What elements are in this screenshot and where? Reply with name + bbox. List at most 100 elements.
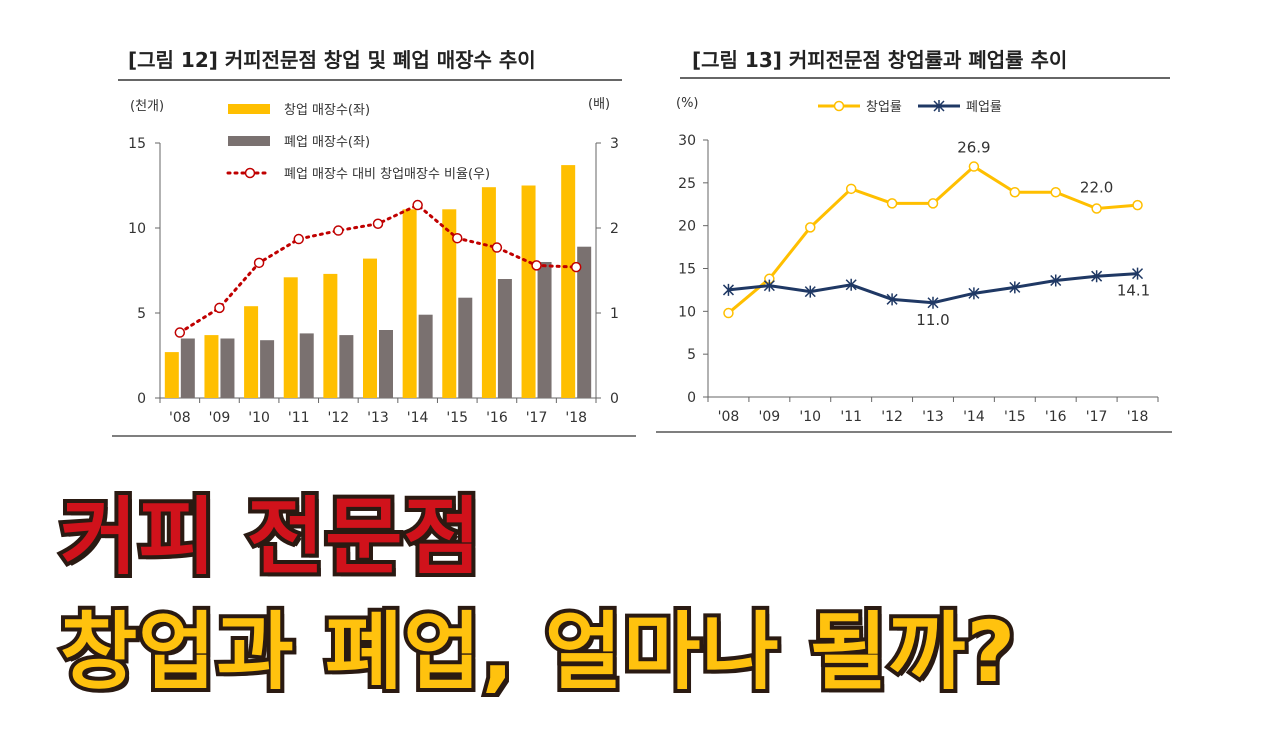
chart-12-x-tick-label: '16: [486, 410, 508, 426]
chart-13-y-tick-label: 20: [678, 219, 696, 235]
chart-13-x-tick-label: '16: [1045, 409, 1067, 425]
chart-12-y-tick-label: 10: [128, 221, 146, 237]
chart-12-x-tick-label: '12: [328, 410, 350, 426]
chart-13-startup-line: [727, 164, 1138, 315]
chart-12-y2-tick-label: 0: [610, 391, 619, 407]
chart-13-x-tick-label: '17: [1086, 409, 1108, 425]
chart-12-bar-closure: [260, 340, 275, 398]
chart-12-bar-closure: [577, 246, 592, 398]
chart-12-y2-unit: (배): [588, 97, 610, 112]
chart-13-y-unit: (%): [676, 96, 699, 111]
chart-12-bar-startup: [363, 258, 377, 398]
chart-12-ratio-point: [333, 225, 344, 236]
chart-13-legend-marker-startup: [833, 100, 845, 112]
chart-13-closure-point: [763, 279, 775, 292]
chart-12-ratio-point: [372, 218, 384, 229]
chart-12-bar-startup: [283, 277, 298, 398]
chart-12-bar-startup: [244, 306, 259, 398]
headline-line1: 커피 전문점: [56, 484, 485, 590]
chart-13-closure-point: [1050, 274, 1062, 287]
chart-12-bar-closure: [299, 333, 314, 398]
chart-12-x-tick-label: '09: [209, 410, 231, 426]
chart-13-closure-point: [1091, 270, 1103, 283]
chart-13-y-tick-label: 5: [687, 347, 696, 363]
chart-12-bar-startup: [561, 165, 576, 398]
chart-13-x-tick-label: '13: [922, 409, 944, 425]
chart-12-x-tick-label: '14: [407, 410, 429, 426]
chart-12-x-tick-label: '18: [565, 410, 587, 426]
chart-12-bar-startup: [323, 273, 338, 398]
chart-12-ratio-point: [531, 260, 542, 271]
chart-12-x-tick-label: '13: [367, 410, 389, 426]
chart-13-x-tick-label: '08: [718, 409, 740, 425]
chart-13-x-tick-label: '10: [799, 409, 821, 425]
chart-12-bar-closure: [220, 338, 235, 398]
chart-13-closure-point: [722, 283, 734, 296]
chart-13-x-tick-label: '18: [1127, 409, 1149, 425]
chart-12-x-tick-label: '17: [526, 410, 548, 426]
chart-13-startup-point: [1091, 203, 1102, 214]
chart-13-legend-label: 폐업률: [966, 100, 1002, 115]
chart-12-bar-closure: [497, 279, 512, 398]
chart-13-annotation: 11.0: [916, 311, 949, 329]
chart-12-bar-startup: [442, 209, 457, 398]
chart-12-ratio-point: [293, 233, 304, 245]
chart-12-ratio-point: [174, 327, 186, 338]
chart-12-x-tick-label: '15: [446, 410, 468, 426]
chart-12-ratio-point: [412, 199, 423, 211]
chart-12-bar-closure: [180, 338, 195, 398]
chart-12-bar-startup: [164, 352, 179, 398]
chart-12-bar-closure: [418, 314, 433, 398]
chart-12-bar-startup: [204, 335, 219, 398]
chart-12-legend-label: 폐업 매장수 대비 창업매장수 비율(우): [284, 167, 490, 182]
chart-13-y-tick-label: 10: [678, 304, 696, 320]
chart-13-y-tick-label: 25: [678, 176, 696, 192]
chart-13-startup-point: [1050, 187, 1061, 198]
chart-12-x-tick-label: '11: [288, 410, 310, 426]
chart-12-legend-marker-ratio: [244, 167, 256, 179]
chart-12-bar-closure: [379, 330, 393, 398]
chart-12-bar-startup: [481, 187, 496, 398]
chart-13-legend-marker-closure: [933, 100, 945, 112]
chart-13-startup-point: [1132, 199, 1143, 211]
chart-12-ratio-point: [452, 232, 463, 244]
chart-13-closure-point: [845, 278, 857, 291]
chart-13-x-tick-label: '11: [840, 409, 862, 425]
chart-13-x-tick-label: '14: [963, 409, 985, 425]
chart-12-legend-swatch-startup: [228, 104, 270, 114]
chart-12-bar-closure: [458, 297, 473, 398]
chart-13-startup-point: [1009, 187, 1021, 198]
chart-12-bar-closure: [339, 335, 354, 398]
chart-12-legend-label: 폐업 매장수(좌): [284, 135, 370, 150]
chart-13-closure-point: [804, 285, 816, 298]
chart-13-title: [그림 13] 커피전문점 창업률과 폐업률 추이: [692, 48, 1068, 72]
chart-13-y-tick-label: 0: [687, 390, 696, 406]
chart-12-bar-closure: [537, 262, 552, 398]
chart-12-ratio-point: [253, 257, 265, 269]
chart-13-x-tick-label: '12: [881, 409, 903, 425]
chart-13-x-tick-label: '15: [1004, 409, 1026, 425]
chart-12-y2-tick-label: 1: [610, 306, 619, 322]
chart-13-closure-point: [1132, 267, 1144, 280]
chart-12-bar-startup: [402, 209, 417, 398]
chart-13-closure-point: [1009, 281, 1021, 294]
chart-13-y-tick-label: 15: [678, 262, 696, 278]
chart-13-startup-point: [723, 307, 734, 319]
chart-12-x-tick-label: '08: [169, 410, 191, 426]
chart-12-y-unit: (천개): [130, 99, 164, 114]
chart-13-annotation: 22.0: [1080, 179, 1113, 197]
chart-12-legend-label: 창업 매장수(좌): [284, 103, 370, 118]
chart-12-y-tick-label: 15: [128, 136, 146, 152]
chart-13-legend-label: 창업률: [866, 100, 902, 115]
chart-12-ratio-point: [214, 302, 225, 314]
chart-13-annotation: 14.1: [1117, 282, 1150, 300]
chart-12-bar-startup: [521, 185, 536, 398]
chart-12-y2-tick-label: 3: [610, 136, 619, 152]
chart-13-closure-point: [927, 296, 939, 309]
chart-13-startup-point: [886, 198, 898, 209]
chart-12-legend-swatch-closure: [228, 136, 270, 146]
chart-12-ratio-point: [570, 261, 582, 273]
chart-12-ratio-point: [491, 242, 503, 253]
chart-13-startup-point: [927, 198, 939, 209]
